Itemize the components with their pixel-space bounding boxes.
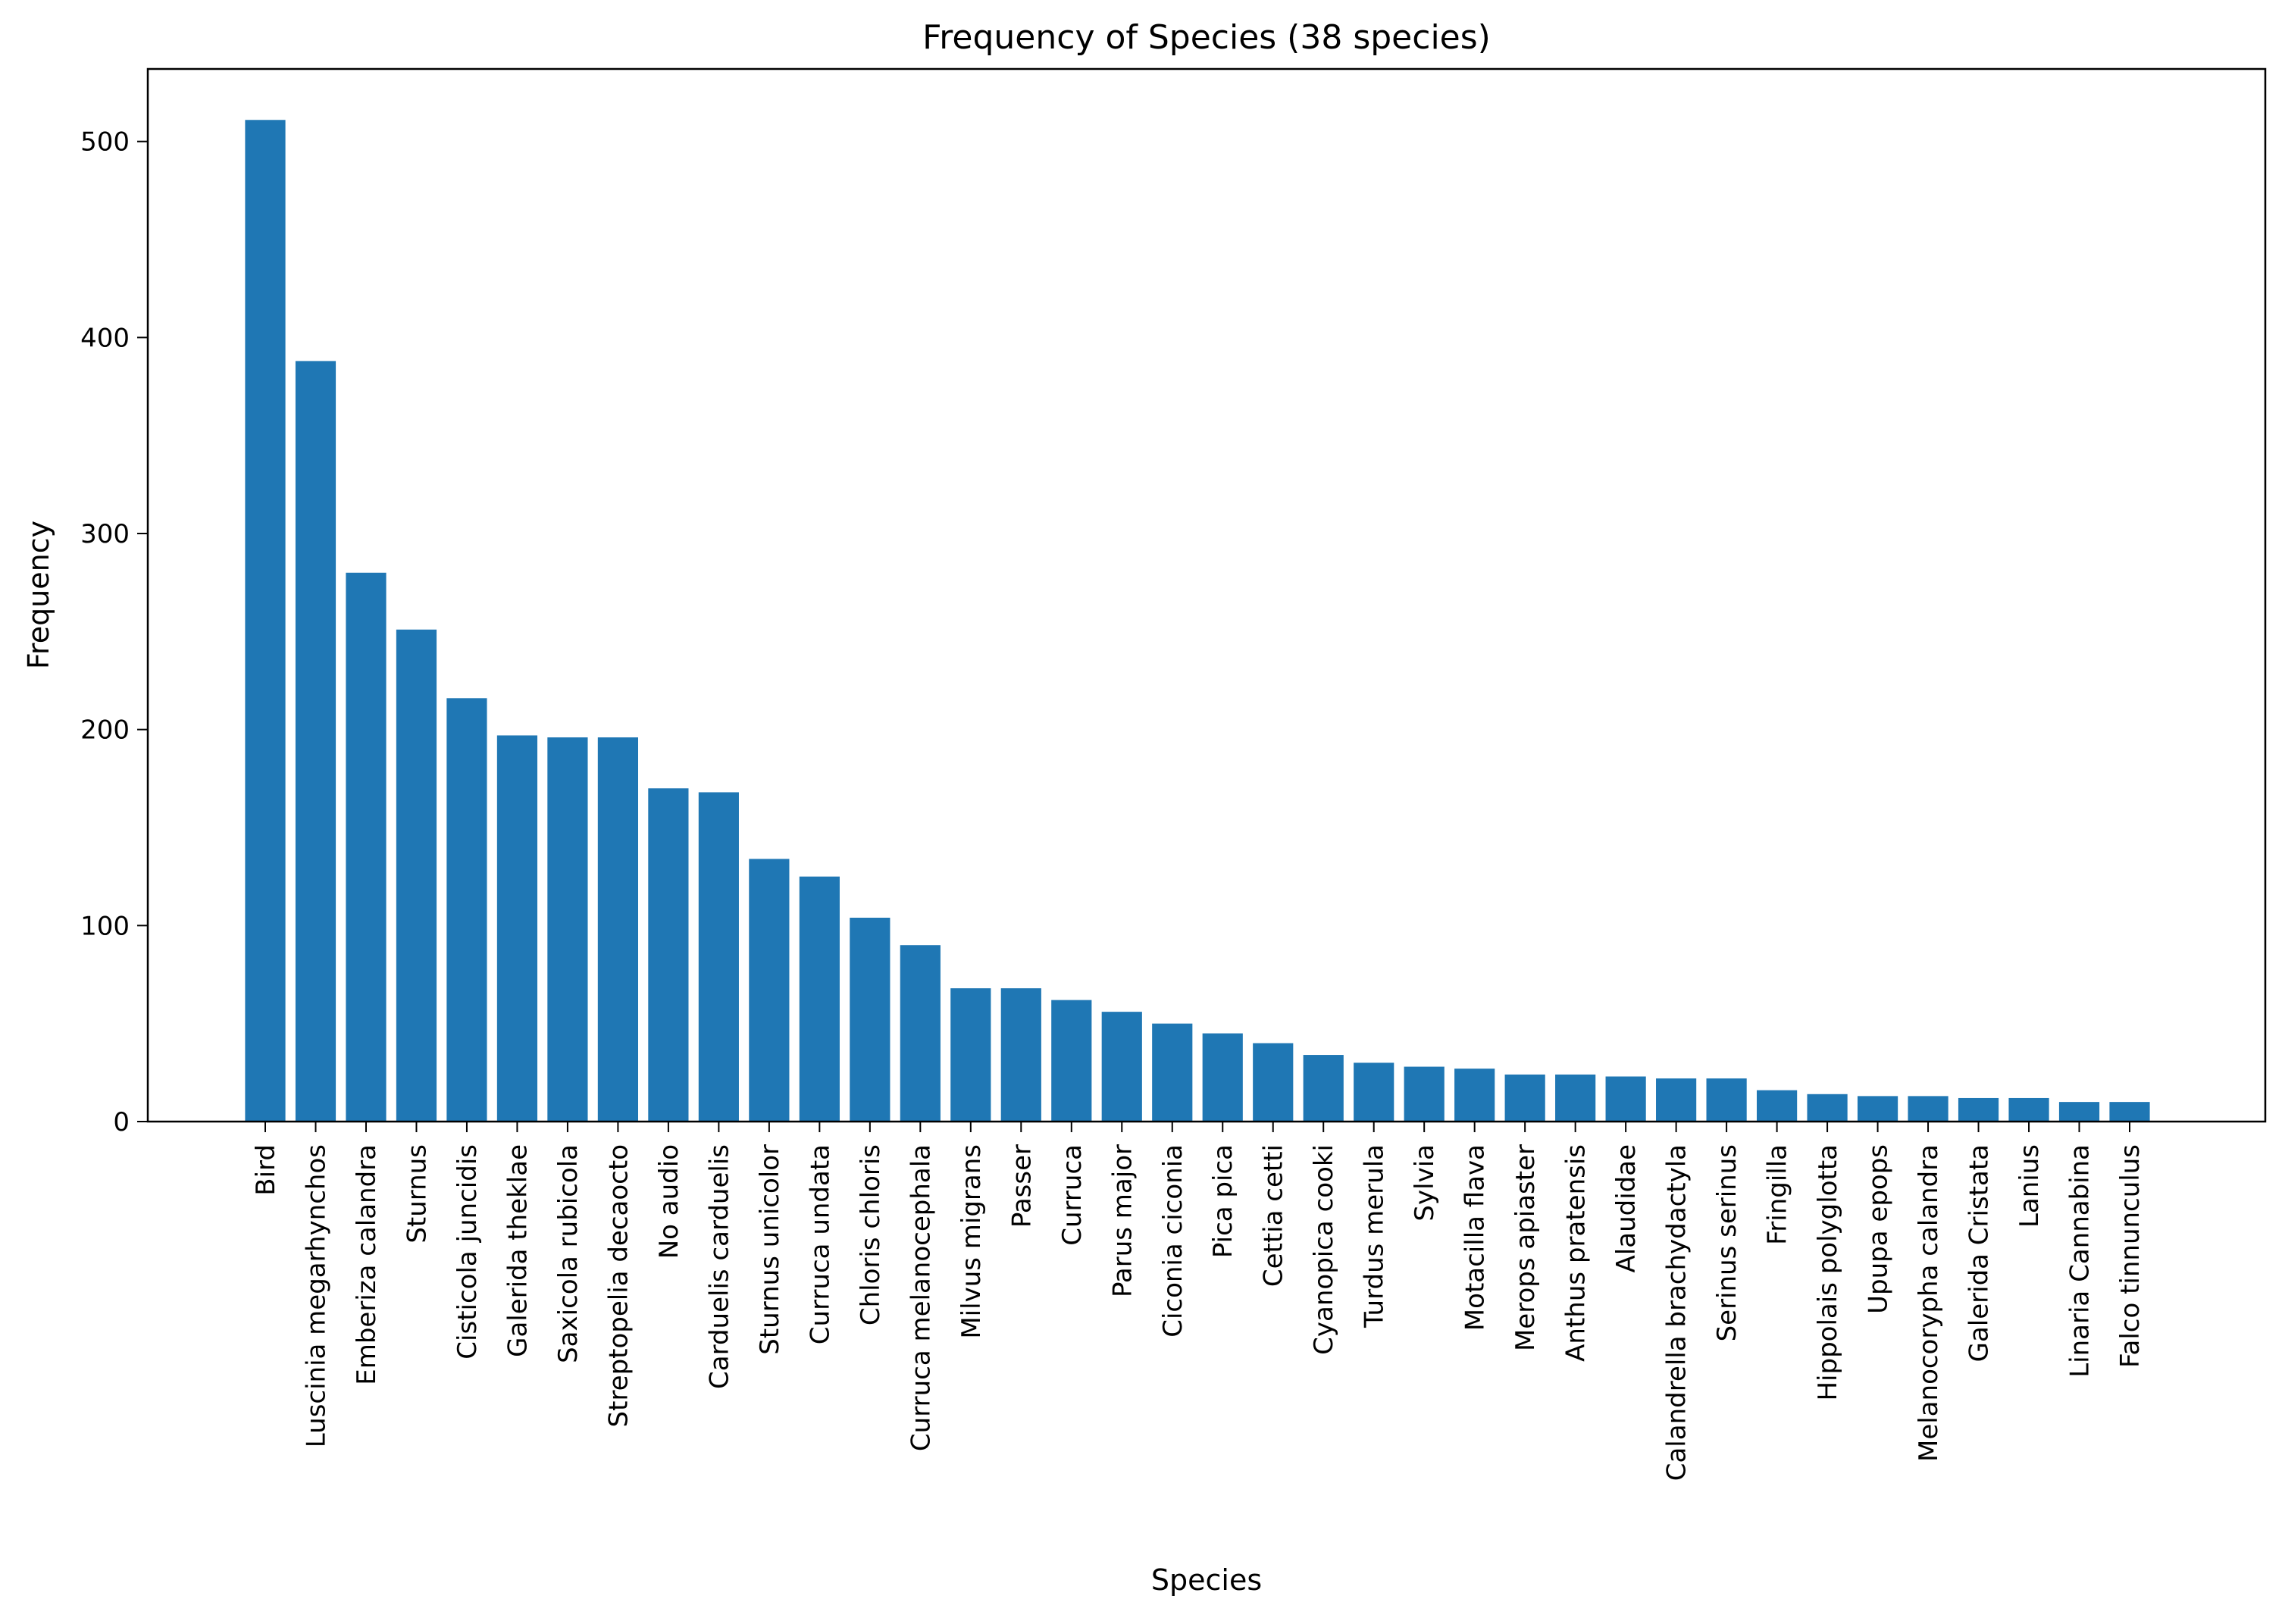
bar: [346, 572, 387, 1122]
bar: [799, 876, 840, 1122]
bar: [1253, 1043, 1294, 1122]
bar: [1303, 1055, 1344, 1122]
x-tick-label: Sylvia: [1410, 1144, 1440, 1222]
x-tick-label: Emberiza calandra: [352, 1144, 382, 1385]
y-axis-label: Frequency: [22, 521, 55, 669]
x-tick-label: Melanocorypha calandra: [1914, 1144, 1944, 1462]
x-tick-label: Carduelis carduelis: [704, 1144, 734, 1389]
x-tick-label: Linaria Cannabina: [2065, 1144, 2096, 1378]
y-tick-label: 200: [80, 715, 130, 746]
x-tick-label: Parus major: [1107, 1144, 1138, 1297]
x-tick-label: Upupa epops: [1864, 1144, 1894, 1314]
x-tick-label: Ciconia ciconia: [1158, 1144, 1188, 1338]
bar: [1807, 1094, 1848, 1122]
bar: [1857, 1096, 1898, 1122]
chart-title: Frequency of Species (38 species): [922, 18, 1491, 57]
bar: [1504, 1074, 1545, 1122]
bar: [950, 988, 991, 1122]
bar: [496, 735, 538, 1122]
x-tick-label: Fringilla: [1763, 1144, 1793, 1245]
x-tick-label: Turdus merula: [1360, 1144, 1390, 1328]
y-tick-label: 100: [80, 911, 130, 941]
bar: [1605, 1076, 1646, 1122]
x-tick-label: Curruca undata: [805, 1144, 835, 1344]
bar: [1656, 1078, 1697, 1122]
x-tick-label: Chloris chloris: [856, 1144, 886, 1325]
x-tick-label: Passer: [1006, 1144, 1037, 1228]
x-tick-label: No audio: [654, 1144, 684, 1259]
bar: [1404, 1066, 1445, 1122]
bar: [1908, 1096, 1949, 1122]
x-tick-label: Falco tinnunculus: [2115, 1144, 2146, 1368]
bar: [1958, 1097, 1999, 1122]
bar: [1152, 1023, 1193, 1122]
y-tick-label: 300: [80, 519, 130, 549]
x-tick-label: Curruca melanocephala: [906, 1144, 936, 1451]
bar: [446, 698, 487, 1122]
bar: [1101, 1012, 1142, 1122]
x-tick-label: Luscinia megarhynchos: [301, 1144, 331, 1447]
bar: [597, 737, 638, 1122]
bar: [547, 737, 588, 1122]
bar: [698, 792, 739, 1122]
x-tick-label: Hippolais polyglotta: [1813, 1144, 1843, 1401]
x-tick-label: Serinus serinus: [1712, 1144, 1742, 1341]
y-tick-label: 0: [113, 1107, 130, 1137]
y-tick-label: 500: [80, 127, 130, 158]
x-tick-label: Galerida theklae: [502, 1144, 533, 1357]
plot-frame: [146, 67, 2267, 1123]
plot-area: Bird Luscinia megarhynchos Emberiza caland…: [80, 120, 2150, 1481]
x-tick-label: Curruca: [1057, 1144, 1088, 1246]
bar: [1454, 1069, 1495, 1122]
x-tick-label: Pica pica: [1208, 1144, 1238, 1258]
bar: [1757, 1090, 1798, 1122]
x-tick-label: Streptopelia decaocto: [603, 1144, 634, 1427]
bar: [2008, 1097, 2049, 1122]
x-tick-label: Lanius: [2014, 1144, 2045, 1228]
bar: [295, 361, 336, 1122]
x-tick-label: Calandrella brachydactyla: [1662, 1144, 1692, 1481]
bar: [2109, 1102, 2150, 1122]
x-tick-label: Alaudidae: [1611, 1144, 1642, 1272]
bar: [2058, 1102, 2100, 1122]
bar: [1555, 1074, 1596, 1122]
bar: [396, 629, 437, 1122]
bar: [245, 120, 286, 1122]
x-tick-label: Sturnus unicolor: [755, 1144, 785, 1355]
x-tick-label: Motacilla flava: [1460, 1144, 1491, 1331]
bar: [749, 859, 790, 1122]
bar: [1051, 1000, 1092, 1122]
bar: [850, 917, 891, 1122]
x-tick-label: Merops apiaster: [1510, 1144, 1541, 1351]
x-tick-label: Cettia cetti: [1259, 1144, 1289, 1287]
bar: [1706, 1078, 1747, 1122]
bar: [1000, 988, 1041, 1122]
bar: [1202, 1033, 1243, 1122]
bar: [1354, 1062, 1394, 1122]
x-tick-label: Cyanopica cooki: [1309, 1144, 1339, 1355]
x-tick-label: Anthus pratensis: [1561, 1144, 1592, 1362]
y-tick-label: 400: [80, 323, 130, 353]
x-axis-label: Species: [1151, 1563, 1262, 1597]
x-tick-label: Bird: [251, 1144, 281, 1196]
bar: [900, 945, 941, 1122]
x-tick-label: Cisticola juncidis: [452, 1144, 483, 1360]
x-tick-label: Galerida Cristata: [1964, 1144, 1995, 1362]
x-tick-label: Milvus migrans: [956, 1144, 987, 1339]
bar: [648, 788, 689, 1122]
x-tick-label: Saxicola rubicola: [553, 1144, 584, 1363]
x-tick-label: Sturnus: [402, 1144, 432, 1244]
